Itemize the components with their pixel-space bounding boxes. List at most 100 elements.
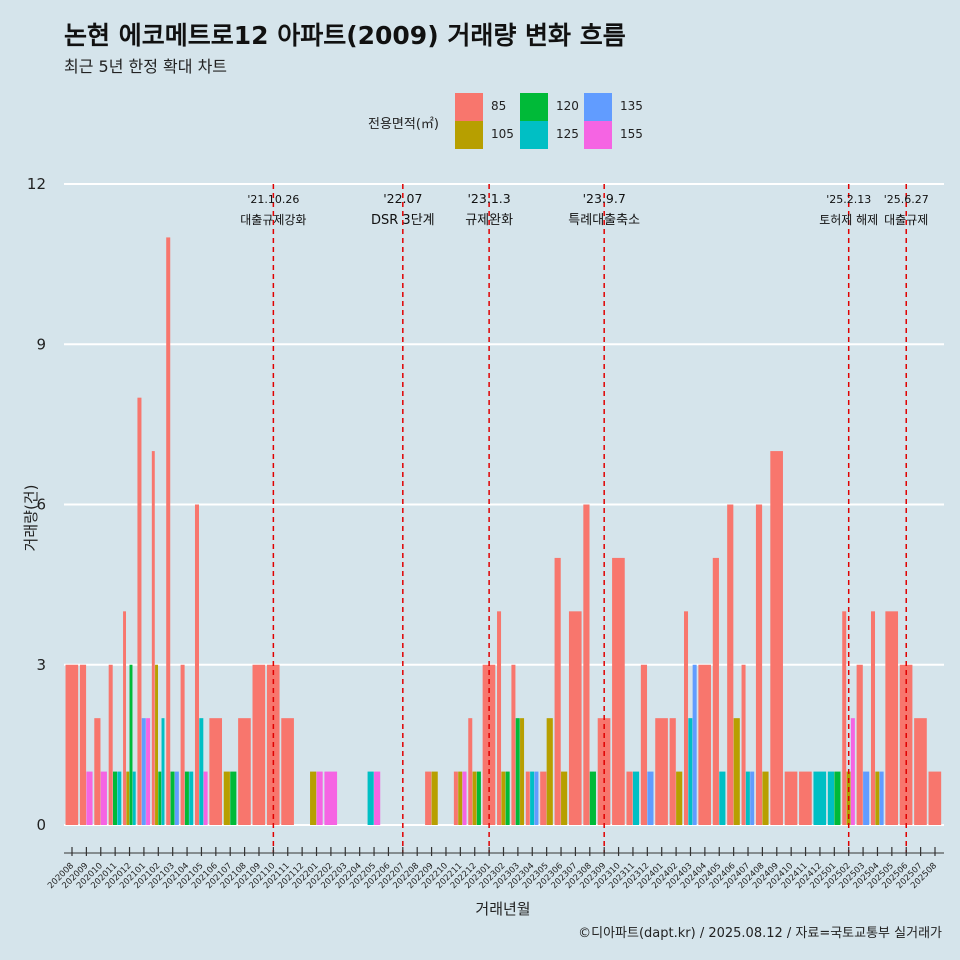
event-text-label: 규제완화 (465, 213, 513, 228)
bar-202101-135 (141, 718, 146, 825)
bar-202211-105 (458, 771, 463, 825)
y-tick-label: 12 (27, 175, 46, 193)
bar-202402-85 (669, 718, 676, 825)
bar-202412-125 (813, 771, 827, 825)
bar-202105-85 (194, 504, 199, 825)
bar-202201-105 (310, 771, 317, 825)
y-axis-label: 거래량(건) (22, 485, 40, 552)
bar-202202-155 (324, 771, 338, 825)
bar-202009-85 (79, 664, 87, 825)
bar-202503-85 (856, 664, 863, 825)
bar-202012-85 (123, 611, 126, 825)
bar-202312-85 (640, 664, 648, 825)
bar-202502-155 (850, 718, 855, 825)
bar-202304-125 (530, 771, 535, 825)
legend-swatch-105 (455, 121, 483, 149)
y-tick-label: 0 (36, 816, 46, 834)
bar-202410-85 (784, 771, 798, 825)
event-date-label: '23.9.7 (583, 191, 626, 206)
chart-subtitle: 최근 5년 한정 확대 차트 (64, 57, 228, 76)
bar-202401-85 (655, 718, 668, 825)
bar-202205-125 (367, 771, 374, 825)
event-text-label: 토허제 해제 (819, 213, 878, 227)
chart-title: 논현 에코메트로12 아파트(2009) 거래량 변화 흐름 (64, 21, 626, 50)
bar-202102-105 (155, 664, 158, 825)
bar-202201-155 (316, 771, 323, 825)
legend-label-155: 155 (620, 127, 643, 141)
bar-202303-85 (511, 664, 516, 825)
bar-202109-85 (252, 664, 266, 825)
bar-202108-85 (238, 718, 251, 825)
y-tick-label: 6 (36, 496, 46, 514)
bar-202306-85 (554, 557, 561, 825)
bar-202102-125 (161, 718, 165, 825)
event-date-label: '25.6.27 (884, 193, 929, 206)
bar-202501-120 (834, 771, 841, 825)
bar-202105-125 (199, 718, 204, 825)
bar-202504-105 (875, 771, 880, 825)
bar-202103-120 (170, 771, 175, 825)
bar-202507-85 (914, 718, 927, 825)
bar-202508-85 (928, 771, 942, 825)
bar-202403-85 (684, 611, 689, 825)
bar-202209-105 (431, 771, 438, 825)
bar-202102-120 (158, 771, 162, 825)
bar-202105-155 (203, 771, 208, 825)
bar-202011-125 (117, 771, 122, 825)
bar-202302-120 (505, 771, 510, 825)
bar-202304-85 (525, 771, 530, 825)
bar-202504-85 (870, 611, 876, 825)
bar-202312-135 (647, 771, 654, 825)
bar-202304-135 (534, 771, 539, 825)
bar-202104-125 (189, 771, 194, 825)
bar-202209-85 (425, 771, 432, 825)
bar-202106-85 (209, 718, 223, 825)
bar-202308-120 (589, 771, 596, 825)
event-date-label: '25.2.13 (826, 193, 871, 206)
bar-202403-125 (688, 718, 693, 825)
event-text-label: 대출규제 (884, 213, 928, 227)
bar-202107-120 (230, 771, 237, 825)
bar-202411-85 (799, 771, 812, 825)
bar-202011-85 (108, 664, 113, 825)
annotation-layer: '21.10.26 대출규제강화 '22.07 DSR 3단계 '23.1.3 규제완화 '… (240, 184, 929, 853)
bars-layer (65, 237, 942, 825)
legend-swatch-155 (584, 121, 612, 149)
bar-202010-155 (100, 771, 107, 825)
event-text-label: 대출규제강화 (240, 213, 306, 227)
bar-202404-85 (698, 664, 712, 825)
bar-202405-85 (712, 557, 719, 825)
bar-202501-125 (827, 771, 835, 825)
bar-202104-120 (184, 771, 189, 825)
y-tick-label: 3 (36, 656, 46, 674)
bar-202101-155 (146, 718, 151, 825)
event-text-label: 특례대출축소 (568, 213, 640, 228)
bar-202406-85 (727, 504, 734, 825)
bar-202212-120 (476, 771, 481, 825)
bar-202308-85 (583, 504, 590, 825)
legend-label-125: 125 (556, 127, 579, 141)
bar-202407-125 (745, 771, 750, 825)
bar-202504-135 (879, 771, 884, 825)
legend-swatch-125 (520, 121, 548, 149)
bar-202306-105 (561, 771, 568, 825)
legend-label-85: 85 (491, 99, 507, 113)
bar-202008-85 (65, 664, 79, 825)
bar-202305-105 (546, 718, 553, 825)
chart-caption: ©디아파트(dapt.kr) / 2025.08.12 / 자료=국토교통부 실… (578, 926, 942, 941)
bar-202107-105 (223, 771, 230, 825)
event-text-label: DSR 3단계 (371, 213, 435, 228)
bar-202211-85 (453, 771, 458, 825)
bar-202311-125 (632, 771, 640, 825)
bar-202205-155 (374, 771, 381, 825)
bar-202311-85 (626, 771, 633, 825)
bar-202009-155 (86, 771, 93, 825)
event-date-label: '23.1.3 (468, 191, 511, 206)
bar-202011-120 (112, 771, 118, 825)
bar-202103-85 (166, 237, 171, 825)
legend-label-105: 105 (491, 127, 514, 141)
bar-202012-105 (126, 771, 130, 825)
bar-202010-85 (94, 718, 101, 825)
x-axis-label: 거래년월 (475, 900, 530, 918)
bar-202403-135 (692, 664, 697, 825)
